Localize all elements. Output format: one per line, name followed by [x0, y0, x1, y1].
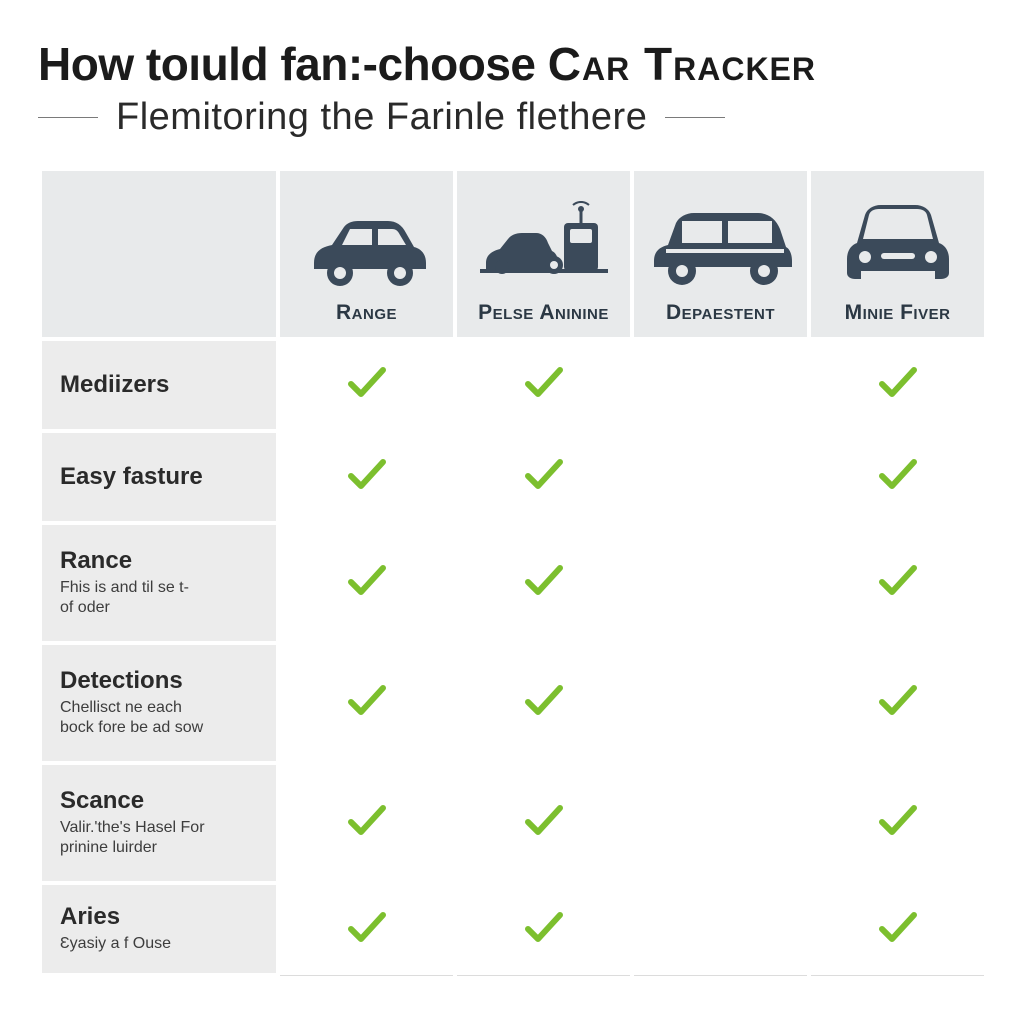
table-row: Mediizers	[40, 339, 986, 431]
data-cell	[455, 523, 632, 643]
data-cell	[278, 523, 455, 643]
data-cell	[809, 763, 986, 883]
row-label-cell: Rance Fhis is and til se t-of oder	[40, 523, 278, 643]
checkmark-icon	[345, 562, 389, 600]
row-label-cell: Scance Valir.'the's Hasel Forprinine lui…	[40, 763, 278, 883]
row-title: Easy fasture	[60, 464, 258, 490]
data-cell	[278, 431, 455, 523]
data-cell	[455, 643, 632, 763]
data-cell	[632, 643, 809, 763]
checkmark-icon	[345, 456, 389, 494]
data-cell	[278, 643, 455, 763]
checkmark-icon	[876, 562, 920, 600]
data-cell	[632, 431, 809, 523]
data-cell	[809, 523, 986, 643]
table-row: Aries Ɛyasiy a f Ouse	[40, 883, 986, 975]
row-title: Scance	[60, 788, 258, 814]
rule-right	[665, 117, 725, 118]
checkmark-icon	[345, 364, 389, 402]
row-title: Aries	[60, 904, 258, 930]
table-body: Mediizers Easy fasture Rance Fhis is and…	[40, 339, 986, 975]
row-desc: Fhis is and til se t-of oder	[60, 578, 258, 618]
row-label-cell: Mediizers	[40, 339, 278, 431]
table-row: Detections Chellisct ne eachbock fore be…	[40, 643, 986, 763]
data-cell	[809, 643, 986, 763]
row-desc: Chellisct ne eachbock fore be ad sow	[60, 698, 258, 738]
checkmark-icon	[876, 456, 920, 494]
column-label: Pelse Aninine	[463, 301, 624, 325]
row-label-cell: Detections Chellisct ne eachbock fore be…	[40, 643, 278, 763]
row-title: Rance	[60, 548, 258, 574]
checkmark-icon	[522, 909, 566, 947]
column-header: Range	[278, 169, 455, 339]
data-cell	[455, 431, 632, 523]
checkmark-icon	[522, 802, 566, 840]
table-row: Easy fasture	[40, 431, 986, 523]
row-title: Detections	[60, 668, 258, 694]
checkmark-icon	[876, 802, 920, 840]
page-title: How toıuld fan:-choose Car Tracker	[38, 40, 986, 88]
checkmark-icon	[876, 682, 920, 720]
title-emphasis: Car Tracker	[548, 38, 816, 90]
row-title: Mediizers	[60, 372, 258, 398]
header-blank	[40, 169, 278, 339]
data-cell	[455, 339, 632, 431]
data-cell	[455, 883, 632, 975]
data-cell	[809, 339, 986, 431]
data-cell	[455, 763, 632, 883]
column-label: Range	[286, 301, 447, 325]
checkmark-icon	[345, 802, 389, 840]
data-cell	[278, 883, 455, 975]
column-label: Depaestent	[640, 301, 801, 325]
table-header-row: Range Pelse Aninine Depaestent	[40, 169, 986, 339]
checkmark-icon	[345, 909, 389, 947]
checkmark-icon	[522, 456, 566, 494]
data-cell	[809, 883, 986, 975]
car_side-icon	[286, 191, 447, 291]
suv-icon	[640, 191, 801, 291]
table-row: Scance Valir.'the's Hasel Forprinine lui…	[40, 763, 986, 883]
data-cell	[632, 883, 809, 975]
row-desc: Ɛyasiy a f Ouse	[60, 934, 258, 954]
column-header: Pelse Aninine	[455, 169, 632, 339]
data-cell	[809, 431, 986, 523]
data-cell	[632, 763, 809, 883]
data-cell	[278, 763, 455, 883]
car_front-icon	[817, 191, 978, 291]
subtitle-text: Flemitoring the Farinle flethere	[116, 96, 647, 139]
data-cell	[632, 523, 809, 643]
row-label-cell: Easy fasture	[40, 431, 278, 523]
checkmark-icon	[345, 682, 389, 720]
data-cell	[632, 339, 809, 431]
column-header: Depaestent	[632, 169, 809, 339]
row-label-cell: Aries Ɛyasiy a f Ouse	[40, 883, 278, 975]
column-header: Minie Fiver	[809, 169, 986, 339]
rule-left	[38, 117, 98, 118]
checkmark-icon	[876, 909, 920, 947]
row-desc: Valir.'the's Hasel Forprinine luirder	[60, 818, 258, 858]
data-cell	[278, 339, 455, 431]
title-text: How toıuld fan:-choose	[38, 38, 548, 90]
device-icon	[463, 191, 624, 291]
checkmark-icon	[522, 682, 566, 720]
checkmark-icon	[522, 562, 566, 600]
checkmark-icon	[876, 364, 920, 402]
comparison-table: Range Pelse Aninine Depaestent	[38, 167, 988, 977]
subtitle-row: Flemitoring the Farinle flethere	[38, 96, 986, 139]
checkmark-icon	[522, 364, 566, 402]
column-label: Minie Fiver	[817, 301, 978, 325]
table-row: Rance Fhis is and til se t-of oder	[40, 523, 986, 643]
